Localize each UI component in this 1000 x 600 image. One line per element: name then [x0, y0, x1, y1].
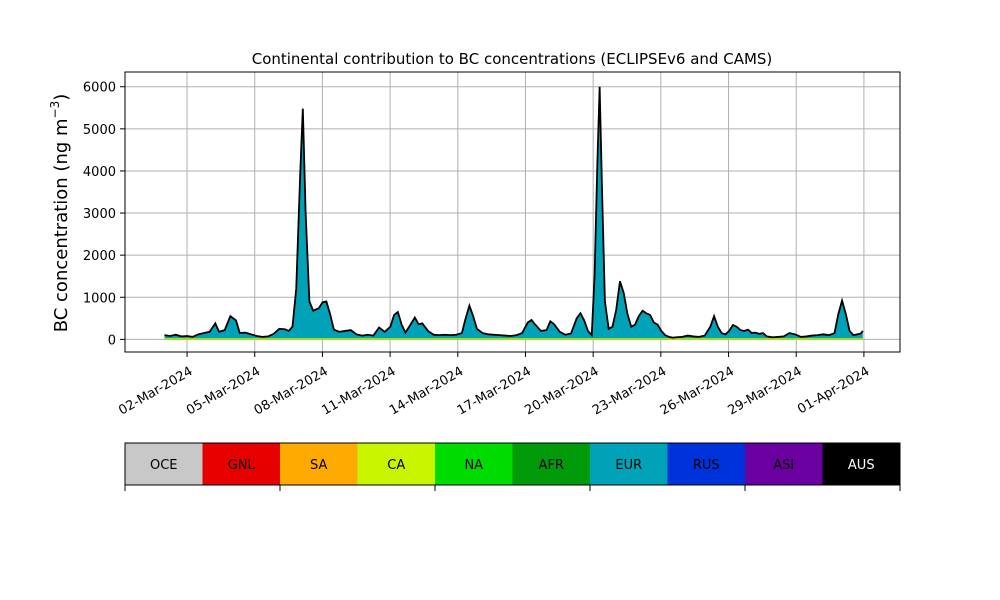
y-axis-label-main: BC concentration (ng m	[51, 118, 72, 332]
y-tick-label: 5000	[83, 123, 116, 138]
legend-label-oce: OCE	[150, 458, 178, 473]
legend-swatch-eur	[590, 443, 668, 485]
legend-label-sa: SA	[310, 458, 327, 473]
y-tick-label: 3000	[83, 207, 116, 222]
y-tick-label: 4000	[83, 165, 116, 180]
legend-label-rus: RUS	[693, 458, 720, 473]
series-area-eur	[164, 86, 863, 340]
legend-swatch-aus	[822, 443, 900, 485]
y-axis-label-text: BC concentration (ng m−3)	[48, 94, 72, 333]
legend-frame	[124, 442, 901, 486]
legend-label-na: NA	[464, 458, 483, 473]
legend-label-aus: AUS	[848, 458, 875, 473]
legend-swatch-na	[435, 443, 513, 485]
legend-label-asi: ASI	[773, 458, 794, 473]
legend-swatch-asi	[745, 443, 823, 485]
legend-swatch-ca	[357, 443, 435, 485]
y-tick-label: 6000	[83, 81, 116, 96]
legend-swatch-rus	[667, 443, 745, 485]
legend-swatch-afr	[512, 443, 590, 485]
y-axis-label-close: )	[51, 94, 72, 101]
y-axis-label-sup: −3	[48, 101, 62, 119]
legend-swatch-sa	[280, 443, 358, 485]
y-axis-label: BC concentration (ng m−3)	[48, 94, 72, 333]
legend-label-gnl: GNL	[228, 458, 256, 473]
series-total-line	[164, 86, 864, 339]
legend-label-afr: AFR	[539, 458, 564, 473]
legend-label-ca: CA	[387, 458, 405, 473]
legend-colorbar: OCE GNL SA CA NA AFR EUR RUS ASI AUS	[124, 442, 901, 491]
y-tick-label: 1000	[83, 291, 116, 306]
y-tick-label: 2000	[83, 249, 116, 264]
plot-frame	[124, 71, 901, 353]
y-tick-label: 0	[108, 333, 116, 348]
legend-label-eur: EUR	[615, 458, 642, 473]
legend-swatch-gnl	[202, 443, 280, 485]
chart-title: Continental contribution to BC concentra…	[252, 50, 773, 68]
legend-swatch-oce	[125, 443, 203, 485]
